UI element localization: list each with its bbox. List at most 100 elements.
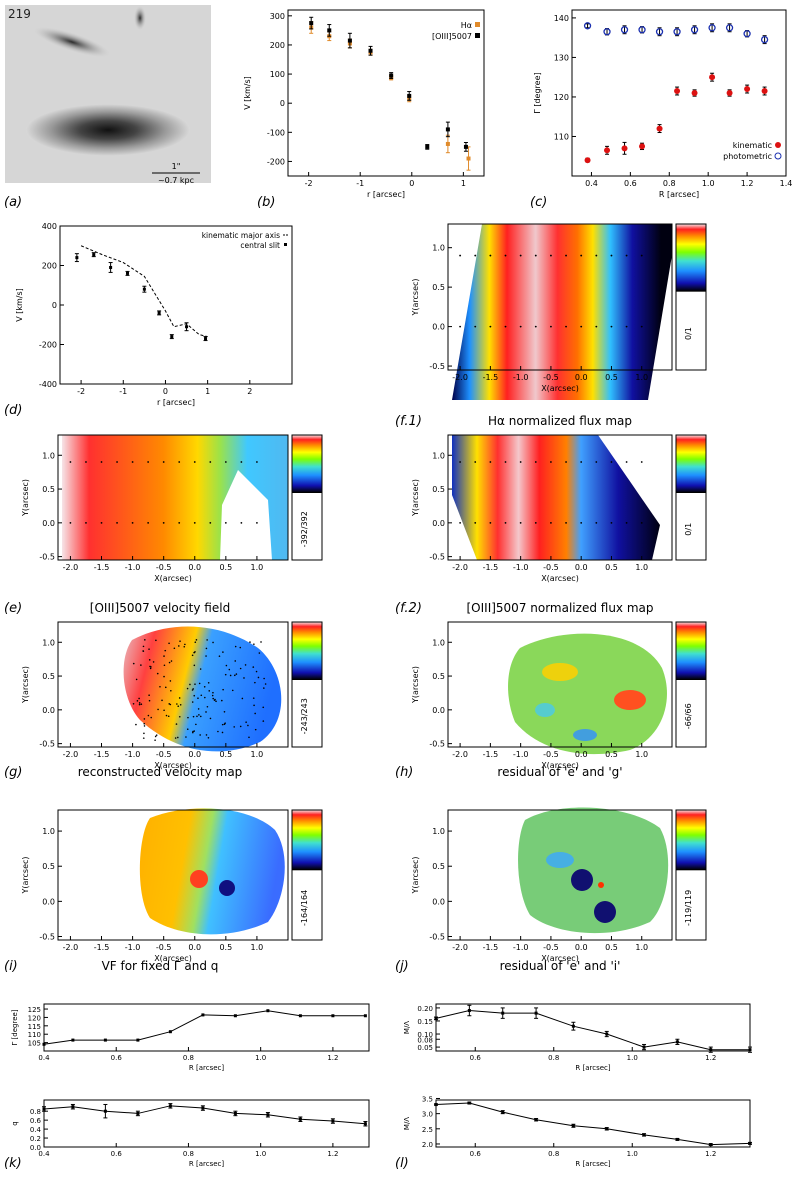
spaxel-dot — [260, 641, 262, 643]
x-tick-label: -0.5 — [156, 943, 172, 952]
spaxel-dot — [138, 697, 140, 700]
data-point — [748, 1141, 752, 1145]
x-tick-label: 1.2 — [705, 1150, 716, 1158]
spaxel-dot — [264, 683, 267, 685]
spaxel-dot — [154, 739, 156, 741]
x-tick-label: 0.0 — [575, 750, 588, 759]
colorbar-label-box — [291, 869, 323, 941]
y-tick-label: 200 — [42, 262, 57, 271]
data-point — [71, 1038, 75, 1042]
label-f2: (f.2) — [395, 601, 422, 616]
label-k: (k) — [4, 1156, 22, 1171]
x-tick-label: 2 — [247, 387, 252, 396]
x-tick-label: 1.2 — [741, 179, 754, 188]
colorbar — [675, 621, 707, 680]
scalebar-label-bottom: ~0.7 kpc — [158, 176, 194, 185]
label-c: (c) — [530, 195, 547, 210]
label-g: (g) — [4, 765, 22, 780]
y-tick-label: 400 — [42, 222, 57, 231]
y-axis-label: Γ [degree] — [533, 72, 542, 113]
y-tick-label: 0.05 — [417, 1044, 433, 1052]
residual-blob — [573, 729, 597, 741]
spaxel-dot — [209, 521, 212, 524]
label-b: (b) — [257, 195, 275, 210]
spaxel-dot — [209, 461, 212, 463]
spaxel-dot — [150, 666, 152, 668]
spaxel-dot — [155, 734, 158, 736]
spaxel-dot — [143, 722, 146, 725]
data-point — [501, 1110, 505, 1114]
plot-frame — [287, 9, 485, 177]
spaxel-dot — [625, 521, 628, 524]
plot-frame — [447, 434, 673, 561]
data-point — [534, 1011, 538, 1015]
y-axis-label: Y(arcsec) — [411, 666, 420, 704]
y-tick-label: -200 — [267, 157, 285, 166]
x-tick-label: -1.5 — [483, 750, 499, 759]
residual-blob — [542, 663, 578, 681]
x-tick-label: 1.0 — [627, 1150, 638, 1158]
spaxel-dot — [595, 325, 598, 328]
data-point — [743, 30, 751, 38]
data-point — [605, 1127, 609, 1131]
data-point — [584, 157, 591, 164]
spaxel-dot — [131, 521, 134, 524]
y-tick-label: 0.8 — [30, 1108, 41, 1116]
x-tick-label: 1 — [205, 387, 210, 396]
data-point — [445, 127, 450, 132]
colorbar-label: -243/243 — [300, 698, 309, 734]
plot-frame — [57, 809, 289, 941]
x-axis-label: R [arcsec] — [575, 1064, 610, 1072]
data-point — [434, 1103, 438, 1107]
spaxel-dot — [148, 648, 150, 650]
spaxel-dot — [169, 680, 172, 682]
y-tick-label: 0.5 — [42, 672, 55, 681]
x-tick-label: 1.0 — [251, 750, 264, 759]
spaxel-dot — [185, 736, 187, 738]
panel-c-position-angle: 0.4 0.6 0.8 1.0 1.2 1.4 110 120 130 140 R [arcsec]… — [533, 9, 792, 199]
y-axis-label: V [km/s] — [243, 76, 252, 110]
x-tick-label: 1.0 — [255, 1054, 266, 1062]
spaxel-dot — [610, 325, 613, 328]
spaxel-dot — [519, 461, 522, 463]
y-tick-label: 0.20 — [417, 1005, 433, 1013]
x-tick-label: -1.0 — [513, 750, 529, 759]
x-tick-label: -1 — [356, 179, 364, 188]
x-tick-label: 1.0 — [251, 943, 264, 952]
spaxel-dot — [224, 521, 227, 524]
colorbar — [291, 621, 323, 680]
spaxel-dot — [253, 643, 255, 645]
spaxel-dot — [252, 666, 255, 668]
spaxel-dot — [580, 521, 583, 524]
spaxel-dot — [138, 703, 141, 706]
data-point — [136, 1038, 140, 1042]
data-point — [463, 144, 468, 149]
y-tick-label: 0.15 — [417, 1018, 433, 1026]
plot-frame — [447, 621, 673, 748]
y-tick-label: 120 — [28, 1014, 41, 1022]
y-tick-label: 105 — [28, 1040, 41, 1048]
spaxel-dot — [164, 686, 167, 689]
data-point — [103, 1109, 107, 1113]
spaxel-dot — [206, 705, 209, 708]
data-point — [674, 88, 681, 95]
spaxel-dot — [193, 461, 196, 463]
spaxel-dot — [131, 461, 134, 463]
spaxel-dot — [196, 715, 198, 718]
y-tick-label: 0.08 — [417, 1036, 433, 1044]
spaxel-dot — [222, 688, 224, 691]
x-tick-label: 0.4 — [38, 1150, 50, 1158]
data-point — [363, 1122, 367, 1126]
map-i-image — [139, 808, 285, 935]
x-tick-label: -2.0 — [452, 750, 468, 759]
spaxel-dot — [239, 725, 242, 728]
data-point — [605, 1032, 609, 1036]
x-tick-label: 0.0 — [575, 563, 588, 572]
spaxel-dot — [159, 685, 161, 688]
colorbar — [675, 223, 707, 292]
colorbar-label: -119/119 — [684, 890, 693, 926]
spaxel-dot — [143, 725, 146, 727]
data-point — [691, 90, 698, 96]
spaxel-dot — [168, 642, 170, 645]
x-axis-label: X(arcsec) — [541, 574, 579, 583]
